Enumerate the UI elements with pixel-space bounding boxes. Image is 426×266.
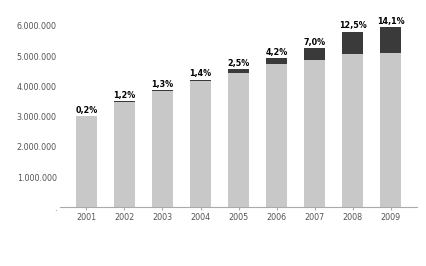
Bar bbox=[190, 81, 211, 207]
Bar bbox=[342, 32, 363, 53]
Text: 14,1%: 14,1% bbox=[377, 17, 405, 26]
Bar bbox=[114, 101, 135, 102]
Bar bbox=[304, 48, 325, 60]
Text: 7,0%: 7,0% bbox=[304, 38, 326, 47]
Bar bbox=[266, 64, 287, 207]
Bar bbox=[342, 53, 363, 207]
Text: 1,2%: 1,2% bbox=[113, 91, 135, 100]
Bar bbox=[380, 53, 401, 207]
Text: 1,3%: 1,3% bbox=[151, 80, 173, 89]
Bar bbox=[266, 58, 287, 64]
Bar bbox=[152, 91, 173, 207]
Bar bbox=[190, 80, 211, 81]
Bar bbox=[304, 60, 325, 207]
Text: 2,5%: 2,5% bbox=[227, 59, 250, 68]
Bar bbox=[228, 69, 249, 73]
Text: 12,5%: 12,5% bbox=[339, 21, 367, 30]
Text: 4,2%: 4,2% bbox=[265, 48, 288, 57]
Text: 1,4%: 1,4% bbox=[190, 69, 212, 78]
Bar bbox=[228, 73, 249, 207]
Bar bbox=[76, 116, 97, 207]
Bar bbox=[152, 90, 173, 91]
Bar bbox=[380, 27, 401, 53]
Bar bbox=[114, 102, 135, 207]
Text: 0,2%: 0,2% bbox=[75, 106, 98, 114]
